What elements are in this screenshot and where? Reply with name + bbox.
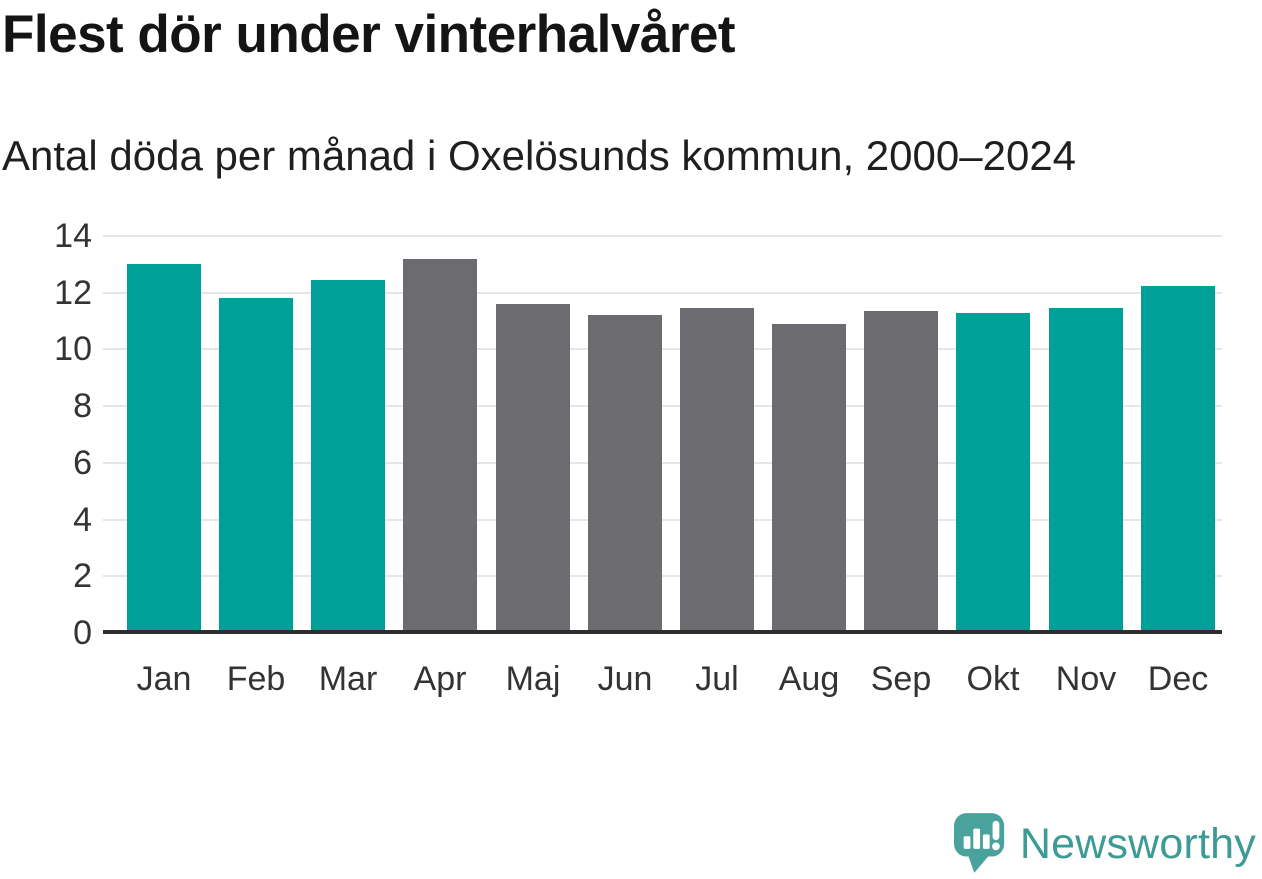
x-axis-label: Feb <box>226 660 286 698</box>
gridline-y10 <box>103 348 1222 351</box>
chart-title: Flest dör under vinterhalvåret <box>2 5 736 64</box>
y-axis-label: 4 <box>73 500 92 539</box>
x-axis-label: Mar <box>318 660 378 698</box>
footer-brand: Newsworthy <box>953 813 1256 875</box>
bar-dec <box>1141 285 1215 633</box>
y-axis-label: 2 <box>73 557 92 596</box>
brand-name: Newsworthy <box>1019 819 1256 868</box>
y-axis-label: 0 <box>73 614 92 652</box>
y-axis-label: 8 <box>73 387 92 426</box>
gridline-y6 <box>103 461 1222 464</box>
x-axis-label: Jul <box>695 660 739 698</box>
x-axis-line <box>103 630 1222 634</box>
bar-jun <box>588 315 662 633</box>
bar-sep <box>864 311 938 633</box>
x-axis-label: Nov <box>1055 660 1117 698</box>
bar-aug <box>772 323 846 633</box>
bar-okt <box>956 312 1030 633</box>
x-axis-label: Sep <box>870 660 932 698</box>
x-axis-label: Aug <box>778 660 840 698</box>
bar-nov <box>1049 308 1123 633</box>
bar-jul <box>680 308 754 633</box>
y-axis-label: 14 <box>54 217 92 255</box>
gridline-y2 <box>103 575 1222 578</box>
x-axis-label: Okt <box>966 660 1020 698</box>
bar-feb <box>219 298 293 633</box>
chart-subtitle: Antal döda per månad i Oxelösunds kommun… <box>2 132 1077 179</box>
y-axis-label: 6 <box>73 443 92 482</box>
gridline-y14 <box>103 235 1222 237</box>
bar-mar <box>311 279 385 633</box>
x-axis-label: Jan <box>136 660 192 698</box>
bar-jan <box>127 264 201 633</box>
x-axis-label: Dec <box>1147 660 1209 698</box>
gridline-y12 <box>103 291 1222 294</box>
bar-apr <box>403 258 477 633</box>
y-axis-label: 10 <box>54 330 92 369</box>
y-axis-label: 12 <box>54 273 92 312</box>
x-axis-label: Apr <box>413 660 467 698</box>
x-axis-label: Maj <box>505 660 561 698</box>
gridline-y8 <box>103 405 1222 408</box>
x-axis-label: Jun <box>597 660 653 698</box>
newsworthy-logo-icon <box>953 813 1004 873</box>
bar-maj <box>496 304 570 633</box>
gridline-y4 <box>103 518 1222 521</box>
